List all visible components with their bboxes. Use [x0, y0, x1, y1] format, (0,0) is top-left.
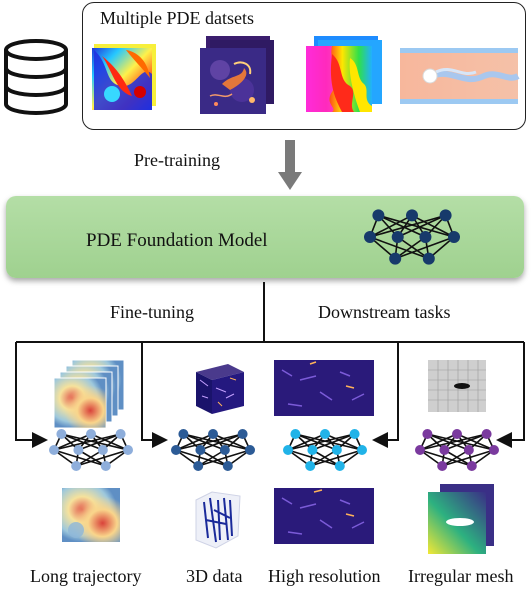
network-node — [71, 461, 82, 471]
network-node — [245, 445, 255, 455]
network-node — [452, 429, 462, 439]
network-node — [406, 209, 418, 222]
network-node — [100, 461, 111, 471]
high-resolution-input — [274, 360, 374, 416]
task-network-4 — [415, 429, 499, 471]
dataset-thumbnails — [92, 36, 520, 114]
high-resolution-output — [274, 488, 374, 544]
network-node — [422, 252, 435, 265]
dataset-thumb-2 — [200, 36, 274, 114]
network-node — [489, 445, 499, 455]
network-node — [115, 429, 126, 439]
network-node — [56, 429, 67, 439]
network-node — [331, 445, 342, 455]
task-thumbnails — [53, 359, 494, 554]
network-node — [219, 445, 230, 455]
neural-network-icon — [364, 209, 460, 265]
pretraining-label: Pre-training — [134, 150, 220, 170]
dataset-thumb-4 — [400, 48, 520, 104]
task-label-high-resolution: High resolution — [268, 566, 381, 586]
datasets-title: Multiple PDE datsets — [100, 8, 254, 28]
network-node — [334, 461, 345, 471]
network-node — [208, 429, 218, 439]
model-title: PDE Foundation Model — [86, 230, 268, 251]
network-node — [73, 445, 84, 455]
network-node — [222, 461, 233, 471]
network-node — [171, 445, 181, 455]
database-icon — [4, 39, 68, 115]
network-node — [391, 231, 404, 243]
network-node — [237, 429, 248, 439]
network-node — [193, 461, 204, 471]
task-label-3d-data: 3D data — [186, 566, 243, 586]
network-node — [481, 429, 492, 439]
network-node — [419, 231, 432, 243]
long-trajectory-input — [53, 359, 125, 429]
network-node — [86, 429, 96, 439]
finetuning-label: Fine-tuning — [110, 302, 194, 322]
long-trajectory-output — [62, 488, 120, 542]
task-label-long-trajectory: Long trajectory — [30, 566, 142, 586]
task-network-3 — [283, 429, 367, 471]
dataset-thumb-1 — [92, 44, 156, 110]
network-node — [97, 445, 108, 455]
network-node — [283, 445, 293, 455]
network-node — [422, 429, 433, 439]
task-label-irregular-mesh: Irregular mesh — [408, 566, 514, 586]
task-network-1 — [49, 429, 133, 471]
finetuning-connectors — [15, 282, 525, 448]
network-node — [372, 209, 385, 222]
network-node — [349, 429, 360, 439]
network-node — [123, 445, 133, 455]
network-node — [439, 209, 452, 222]
network-node — [439, 445, 450, 455]
network-node — [466, 461, 477, 471]
network-node — [307, 445, 318, 455]
network-node — [195, 445, 206, 455]
network-node — [305, 461, 316, 471]
network-node — [357, 445, 367, 455]
network-node — [178, 429, 189, 439]
datasets-panel — [82, 2, 526, 130]
network-node — [448, 231, 460, 243]
task-network-2 — [171, 429, 255, 471]
irregular-mesh-output — [428, 484, 494, 554]
downstream-label: Downstream tasks — [318, 302, 451, 322]
3d-data-output — [195, 491, 241, 549]
foundation-model-box — [6, 196, 524, 278]
3d-data-input — [196, 364, 244, 414]
model-network — [364, 209, 460, 265]
network-node — [389, 252, 402, 265]
network-node — [290, 429, 301, 439]
network-node — [437, 461, 448, 471]
dataset-thumb-3 — [306, 36, 382, 112]
network-node — [320, 429, 330, 439]
network-node — [463, 445, 474, 455]
network-node — [364, 231, 376, 243]
network-node — [49, 445, 59, 455]
irregular-mesh-input — [428, 360, 486, 412]
network-node — [415, 445, 425, 455]
